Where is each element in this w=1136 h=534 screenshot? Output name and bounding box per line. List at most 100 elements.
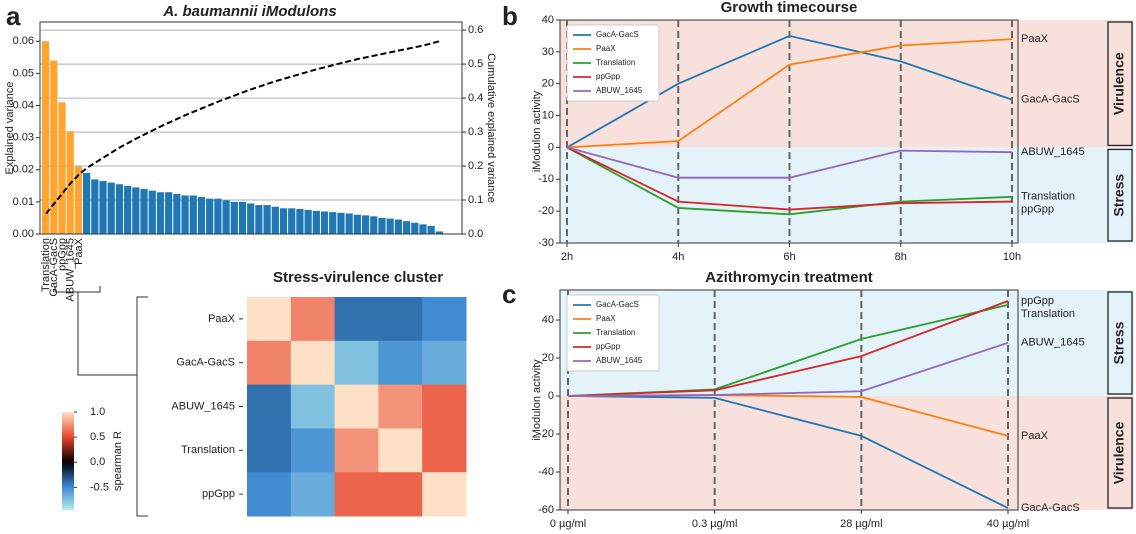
heatmap-cell: [334, 297, 379, 342]
heatmap-cell: [422, 472, 467, 517]
y-tick-label: 20: [542, 352, 554, 364]
x-tick-label: ABUW_1645: [65, 238, 77, 302]
series-end-label: Translation: [1021, 308, 1075, 320]
colorbar-tick-label: 1.0: [90, 406, 105, 418]
heatmap-cell: [290, 384, 336, 429]
heatmap-cell: [290, 428, 336, 473]
y-tick-label: -10: [538, 173, 554, 185]
bar: [156, 192, 165, 234]
x-tick-label: PaaX: [73, 237, 85, 265]
y-tick-label: 0.06: [13, 35, 34, 47]
row-label: ppGpp: [202, 488, 235, 500]
bar: [304, 209, 312, 234]
y-axis-label: iModulon activity: [531, 90, 543, 172]
y2-tick-label: 0.3: [468, 126, 483, 138]
heatmap-cell: [247, 340, 292, 386]
legend-label: GacA-GacS: [596, 30, 639, 39]
series-line: [566, 146, 1013, 179]
region: [560, 396, 1134, 510]
y-tick-label: 0: [548, 141, 554, 153]
bar: [124, 185, 132, 234]
bar: [402, 221, 411, 234]
legend-label: ppGpp: [596, 72, 621, 81]
heatmap-cell: [334, 472, 379, 517]
legend-label: Translation: [596, 328, 635, 337]
colorbar-tick-label: 0.5: [90, 431, 105, 443]
cumulative-line: [45, 40, 441, 215]
y2-tick-label: 0.1: [468, 194, 483, 206]
x-tick-label: ppGpp: [56, 238, 68, 271]
bar: [165, 192, 173, 234]
series-line: [566, 146, 1013, 211]
y-tick-label: 40: [542, 14, 554, 26]
x-tick-label: 10h: [1003, 251, 1021, 263]
y-tick-label: 0.02: [13, 164, 34, 176]
x-tick-label: GacA-GacS: [48, 238, 60, 297]
y-axis-label: iModulon activity: [531, 359, 543, 441]
bracket: [54, 286, 101, 293]
bar: [197, 197, 206, 234]
heatmap-cell: [334, 428, 379, 473]
y-tick-label: -40: [538, 466, 554, 478]
chart-title: Azithromycin treatment: [705, 269, 873, 286]
y2-tick-label: 0.0: [468, 228, 483, 240]
bar: [91, 179, 99, 234]
y-tick-label: -20: [538, 205, 554, 217]
y-tick-label: 0.04: [13, 99, 34, 111]
y-tick-label: 20: [542, 78, 554, 90]
region-box: [1107, 291, 1133, 395]
chart-title: A. baumannii iModulons: [162, 3, 336, 20]
series-end-label: PaaX: [1021, 430, 1049, 442]
bar: [353, 214, 361, 234]
legend-label: PaaX: [596, 44, 616, 53]
region-box: [1107, 397, 1133, 509]
series-end-label: ppGpp: [1021, 204, 1054, 216]
heatmap-cell: [334, 384, 379, 429]
y-tick-label: -60: [538, 504, 554, 516]
legend-label: GacA-GacS: [596, 300, 639, 309]
bar: [361, 215, 370, 234]
heatmap-cell: [422, 340, 467, 386]
row-label: Translation: [181, 444, 235, 456]
bar: [173, 193, 181, 234]
bar: [107, 182, 115, 234]
region-box: [1107, 21, 1133, 147]
dendrogram: [54, 286, 148, 517]
heatmap-cell: [290, 297, 336, 342]
x-tick-label: Translation: [40, 238, 52, 292]
bar: [329, 212, 337, 234]
y-tick-label: -30: [538, 237, 554, 249]
y-tick-label: 0.05: [13, 67, 34, 79]
region-label: Stress: [1111, 174, 1127, 217]
series-end-label: ABUW_1645: [1021, 146, 1085, 158]
colorbar: [62, 412, 74, 510]
heatmap-cell: [378, 340, 423, 386]
bar: [386, 218, 394, 234]
series-end-label: ABUW_1645: [1021, 337, 1085, 349]
heatmap-cell: [378, 384, 423, 429]
panel-label: a: [6, 1, 21, 31]
colorbar-label: spearman R: [112, 431, 124, 491]
heatmap-cell: [247, 384, 292, 429]
heatmap-cell: [422, 297, 467, 342]
x-tick-label: 0 µg/ml: [550, 518, 586, 530]
region-label: Virulence: [1111, 52, 1127, 115]
bar: [181, 195, 189, 234]
bar: [214, 198, 222, 234]
bar: [42, 41, 50, 234]
bar: [271, 206, 279, 234]
x-tick-label: 40 µg/ml: [987, 518, 1029, 530]
y-tick-label: 0.00: [13, 228, 34, 240]
panel-label: b: [502, 1, 518, 31]
bar: [83, 172, 91, 234]
series-line: [567, 300, 1009, 397]
bar: [58, 102, 66, 234]
legend-label: ppGpp: [596, 342, 621, 351]
heatmap-cell: [290, 340, 336, 386]
legend-label: PaaX: [596, 314, 616, 323]
colorbar-tick-label: 0.0: [90, 456, 105, 468]
bar: [222, 200, 230, 234]
row-label: PaaX: [208, 313, 236, 325]
bar: [148, 190, 156, 234]
heatmap-cell: [378, 472, 423, 517]
